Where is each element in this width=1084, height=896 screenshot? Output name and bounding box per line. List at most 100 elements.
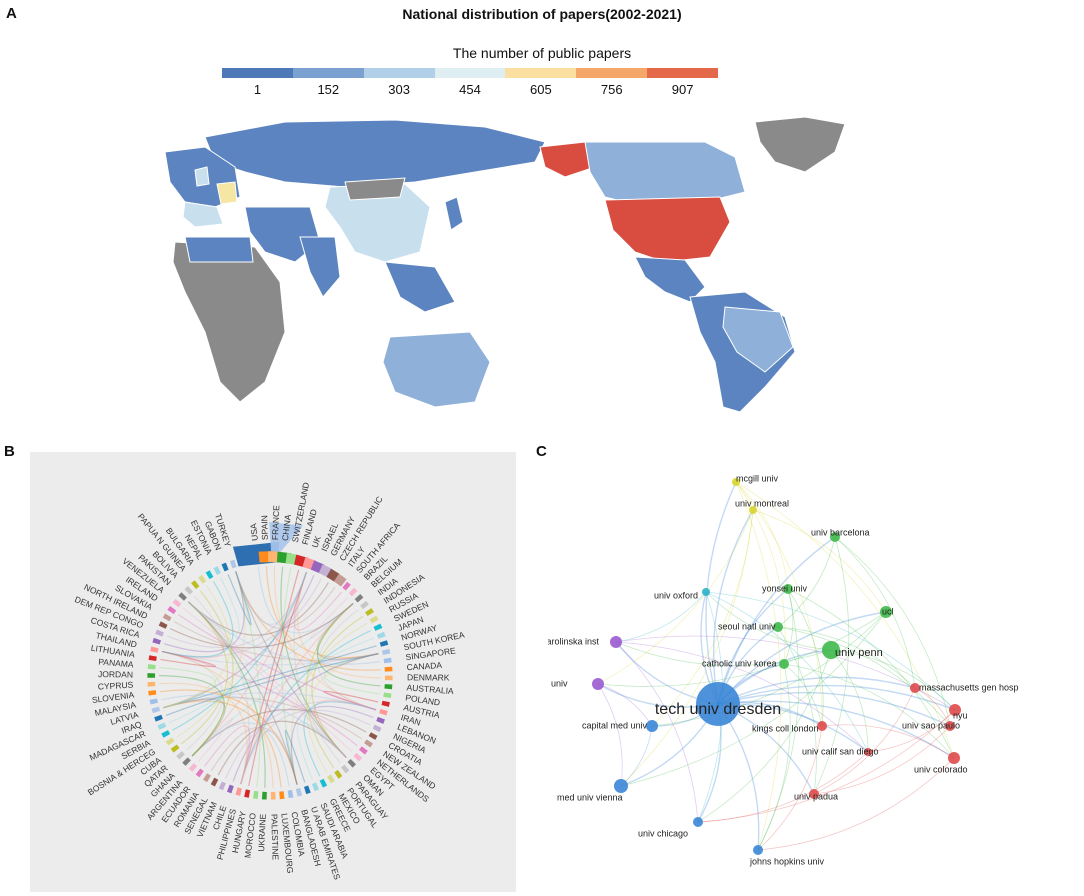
chord-sector <box>213 566 221 575</box>
network-link <box>717 691 951 727</box>
chord-links <box>159 566 382 788</box>
network-link <box>615 641 869 753</box>
chord-link <box>296 571 382 679</box>
legend-swatch <box>647 68 719 78</box>
network-node-label: massachusetts gen hosp <box>919 682 1019 692</box>
network-link <box>735 481 955 759</box>
network-node <box>822 641 840 659</box>
network-link <box>620 725 653 787</box>
chord-sector <box>327 774 335 784</box>
chord-sector <box>167 606 177 615</box>
map-region-canada <box>584 141 746 208</box>
network-link <box>787 588 955 759</box>
chord-country-label: CANADA <box>406 660 442 672</box>
network-link <box>752 509 887 613</box>
chord-link <box>193 595 250 785</box>
chord-sector <box>379 708 388 716</box>
network-link <box>735 481 789 590</box>
network-node <box>732 478 740 486</box>
chord-link <box>163 585 231 709</box>
map-region-australia <box>382 331 491 408</box>
network-link <box>597 683 653 727</box>
network-node <box>949 704 961 716</box>
chord-country-label: JORDAN <box>98 669 133 679</box>
legend-value: 756 <box>600 82 623 97</box>
chord-sector <box>152 637 162 645</box>
chord-country-label: UKRAINE <box>256 813 268 852</box>
network-link <box>757 757 955 851</box>
chord-sector <box>182 757 191 766</box>
chord-link <box>191 637 375 757</box>
chord-link <box>187 601 298 785</box>
network-node-label: univ sao paulo <box>902 720 960 730</box>
chord-sector <box>205 570 214 580</box>
chord-link <box>191 571 307 757</box>
network-link <box>651 611 887 727</box>
chord-link <box>316 603 379 660</box>
chord-link <box>240 630 372 785</box>
network-link <box>615 641 699 823</box>
chord-link <box>187 601 353 753</box>
chord-sector <box>151 706 161 714</box>
network-node-label: med univ vienna <box>557 792 623 802</box>
network-link <box>867 709 956 753</box>
map-region-mexico <box>634 256 706 303</box>
network-node-label: kings coll london <box>752 723 819 733</box>
map-region-brazil <box>722 306 794 373</box>
network-node-label: nyu <box>953 710 968 720</box>
chord-sector <box>148 690 157 696</box>
network-link <box>813 725 951 795</box>
chord-sector <box>210 777 219 787</box>
network-node-label: catholic univ korea <box>702 658 777 668</box>
network-node-label: univ oxford <box>654 590 698 600</box>
chord-link <box>316 603 381 687</box>
chord-sector <box>384 675 393 681</box>
map-region-se-asia <box>384 261 456 313</box>
network-link <box>830 649 869 753</box>
network-node <box>864 748 872 756</box>
chord-link <box>203 725 251 785</box>
chord-link <box>187 577 240 635</box>
chord-sector <box>279 791 285 800</box>
network-link <box>757 663 791 851</box>
map-region-mongolia <box>344 177 406 201</box>
chord-sector <box>270 791 276 800</box>
legend-swatch <box>222 68 293 78</box>
chord-link <box>257 566 354 634</box>
chord-link <box>293 571 342 631</box>
map-region-russia <box>204 119 546 188</box>
chord-sector <box>170 744 180 753</box>
map-region-greenland <box>754 116 846 173</box>
chord-link <box>168 603 354 724</box>
chord-country-label: SPAIN <box>259 515 270 540</box>
chord-link <box>182 607 347 759</box>
network-node-label: univ montreal <box>735 498 789 508</box>
chord-sector <box>253 790 259 799</box>
chord-sector <box>347 758 357 768</box>
legend-swatch <box>292 68 364 78</box>
chord-country-label: PANAMA <box>98 657 134 670</box>
legend-value: 1 <box>253 82 262 97</box>
network-link <box>712 509 754 705</box>
network-node <box>830 532 840 542</box>
chord-sector <box>360 600 369 610</box>
chord-link <box>227 571 252 626</box>
chord-link <box>224 701 377 779</box>
chord-link <box>191 590 234 757</box>
chord-link <box>161 694 347 759</box>
legend-value: 605 <box>530 82 552 97</box>
network-link <box>705 591 832 651</box>
network-link <box>717 676 916 705</box>
chord-link <box>235 571 347 759</box>
chord-link <box>169 603 354 649</box>
chord-sector <box>235 787 242 796</box>
chord-link <box>235 571 381 671</box>
chord-link <box>166 571 307 649</box>
chord-sector <box>369 615 379 624</box>
chord-sector <box>287 789 294 799</box>
collaboration-network: tech univ dresden univ penn mcgill univ uni… <box>548 473 1019 866</box>
chord-link <box>309 597 354 640</box>
network-link <box>717 684 956 711</box>
chord-sector <box>334 769 343 779</box>
map-region-africa-north <box>184 236 254 263</box>
